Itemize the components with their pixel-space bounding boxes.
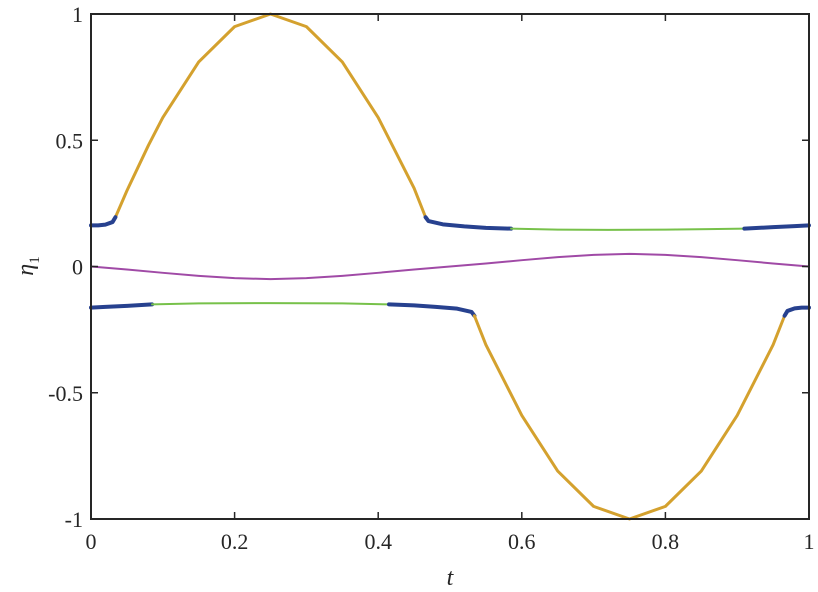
tick-layer: 0 0.2 0.4 0.6 0.8 1 -1 -0.5 0 0.5 1 — [48, 2, 814, 554]
series-line-2-blue — [423, 215, 514, 231]
y-tick-label: 0 — [72, 255, 83, 280]
y-tick-label: 1 — [72, 2, 83, 27]
x-tick-label: 0 — [86, 529, 97, 554]
series-line-6-blue — [89, 302, 155, 310]
x-tick-label: 0.2 — [221, 529, 249, 554]
series-line-7-green — [151, 302, 390, 306]
y-tick-label: -0.5 — [48, 381, 83, 406]
y-tick-label: 0.5 — [56, 128, 84, 153]
y-tick-label: -1 — [65, 507, 83, 532]
y-axis-label: η1 — [13, 256, 43, 275]
series-line-5-purple — [90, 252, 810, 281]
x-tick-label: 0.6 — [508, 529, 536, 554]
y-axis-label-subscript: 1 — [27, 256, 43, 264]
x-axis-label: t — [447, 565, 455, 591]
series-line-1-blue — [89, 215, 118, 228]
x-tick-label: 0.8 — [652, 529, 680, 554]
series-line-0-gold — [113, 12, 428, 219]
series-line-4-blue — [742, 223, 811, 231]
series-line-8-blue — [386, 302, 477, 318]
y-axis-label-symbol: η — [13, 264, 39, 276]
x-tick-label: 1 — [804, 529, 815, 554]
series-line-10-blue — [782, 305, 811, 318]
x-tick-label: 0.4 — [364, 529, 392, 554]
series-line-3-green — [510, 227, 746, 231]
